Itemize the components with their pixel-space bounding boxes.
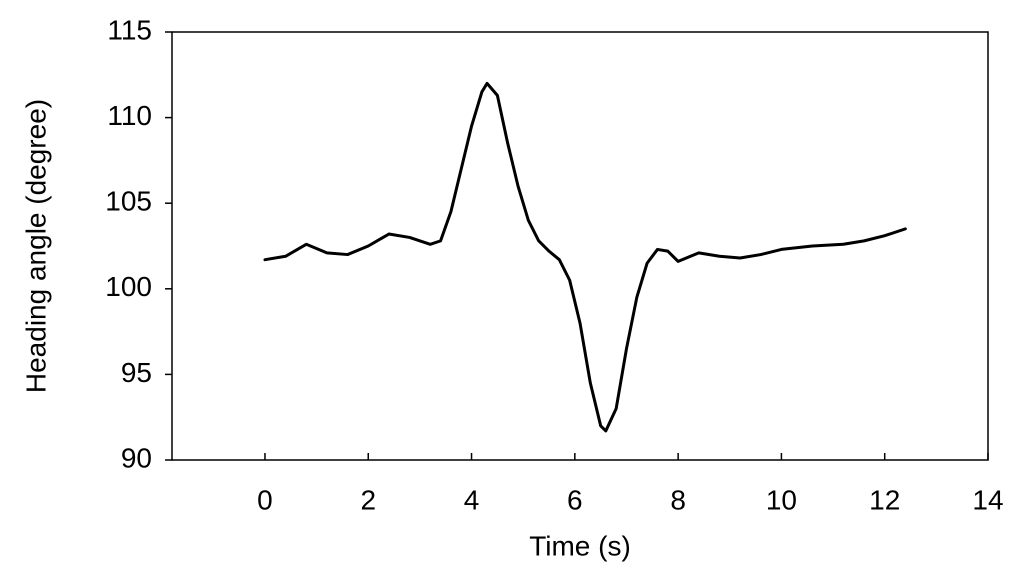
x-tick-label: 0	[257, 484, 273, 515]
y-tick-label: 90	[121, 442, 152, 473]
x-tick-label: 10	[766, 484, 797, 515]
data-line	[263, 81, 907, 433]
x-tick-label: 14	[972, 484, 1003, 515]
y-tick-label: 100	[105, 271, 152, 302]
x-tick-label: 2	[360, 484, 376, 515]
plot-frame	[171, 31, 989, 461]
x-axis-label: Time (s)	[529, 530, 631, 561]
x-tick-label: 12	[869, 484, 900, 515]
x-tick-label: 4	[464, 484, 480, 515]
y-tick-label: 115	[107, 14, 152, 45]
y-tick-label: 95	[121, 357, 152, 388]
y-tick-label: 110	[107, 100, 152, 131]
x-tick-label: 8	[670, 484, 686, 515]
x-tick-label: 6	[567, 484, 583, 515]
y-tick-label: 105	[105, 186, 152, 217]
y-axis-label: Heading angle (degree)	[20, 99, 51, 393]
